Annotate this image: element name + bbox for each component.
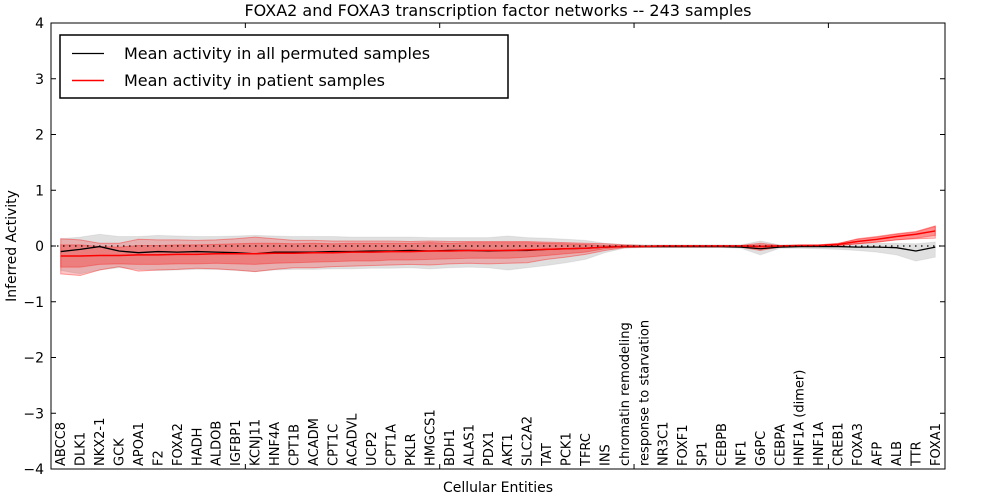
x-category-label: BDH1 <box>443 429 458 466</box>
x-category-label: PKLR <box>404 433 419 466</box>
chart-title: FOXA2 and FOXA3 transcription factor net… <box>244 1 751 20</box>
legend-label-permuted: Mean activity in all permuted samples <box>124 44 430 63</box>
y-tick-label: 3 <box>35 72 44 88</box>
y-tick-label: 0 <box>35 239 44 255</box>
y-tick-label: −2 <box>23 351 44 367</box>
x-category-label: FOXA1 <box>929 423 944 466</box>
x-category-label: ALDOB <box>210 421 225 466</box>
x-category-label: ACADM <box>307 418 322 466</box>
y-tick-label: −3 <box>23 406 44 422</box>
x-category-label: AKT1 <box>501 433 516 466</box>
x-category-label: PCK1 <box>560 432 575 466</box>
x-category-label: APOA1 <box>132 422 147 466</box>
x-category-label: ALAS1 <box>462 424 477 466</box>
x-category-label: CREB1 <box>832 422 847 466</box>
x-category-label: TFRC <box>579 433 594 467</box>
y-tick-label: 1 <box>35 183 44 199</box>
x-category-label: GCK <box>113 438 128 466</box>
x-category-label: TTR <box>909 441 924 467</box>
x-category-label: chromatin remodeling <box>618 322 633 466</box>
x-category-label: HNF1A <box>812 422 827 466</box>
x-category-label: INS <box>598 444 613 466</box>
legend-label-patient: Mean activity in patient samples <box>124 71 385 90</box>
x-category-label: G6PC <box>754 431 769 466</box>
y-tick-label: 4 <box>35 16 44 32</box>
y-tick-label: −4 <box>23 462 44 478</box>
x-category-label: AFP <box>870 442 885 466</box>
legend-box <box>59 34 509 99</box>
x-category-label: PDX1 <box>482 431 497 466</box>
plot-content: 4 3 2 1 0 −1 −2 −3 −4 ABCC8 DLK1 NKX2-1 GCK APOA1 F2 FO… <box>23 16 945 478</box>
x-category-label: HNF1A (dimer) <box>793 370 808 466</box>
x-category-label: FOXF1 <box>676 424 691 466</box>
x-category-label: HMGCS1 <box>423 409 438 466</box>
x-category-label: KCNJ11 <box>249 419 264 466</box>
y-tick-label: −1 <box>23 295 44 311</box>
x-category-label: CPT1B <box>287 424 302 466</box>
band-patient-samples-range-inner <box>60 225 936 268</box>
x-category-label: SLC2A2 <box>521 416 536 466</box>
x-category-label: SP1 <box>696 442 711 466</box>
y-axis-label: Inferred Activity <box>4 190 20 302</box>
axes-spines <box>50 22 946 470</box>
x-category-label: CEBPA <box>773 424 788 466</box>
x-category-label: CPT1C <box>326 424 341 466</box>
x-category-label: NKX2-1 <box>93 418 108 466</box>
x-category-label: NF1 <box>734 441 749 466</box>
x-category-label: IGFBP1 <box>229 420 244 466</box>
x-category-label: CEBPB <box>715 423 730 466</box>
band-permuted-samples-range <box>60 233 936 275</box>
x-category-label: HNF4A <box>268 422 283 466</box>
y-tick-label: 2 <box>35 128 44 144</box>
x-category-label: response to starvation <box>637 320 652 466</box>
x-category-label: ACADVL <box>346 413 361 466</box>
x-category-label: CPT1A <box>385 424 400 466</box>
x-axis-label: Cellular Entities <box>443 480 553 496</box>
x-category-label: HADH <box>190 428 205 466</box>
x-category-label: FOXA2 <box>171 423 186 466</box>
x-category-label: FOXA3 <box>851 423 866 466</box>
x-category-label: NR3C1 <box>657 422 672 466</box>
x-category-label: ABCC8 <box>54 422 69 466</box>
x-category-label: UCP2 <box>365 431 380 466</box>
x-category-label: F2 <box>151 450 166 466</box>
x-category-label: DLK1 <box>74 432 89 466</box>
x-category-label: TAT <box>540 443 555 467</box>
legend: Mean activity in all permuted samples Me… <box>59 34 509 99</box>
x-category-label: ALB <box>890 441 905 466</box>
